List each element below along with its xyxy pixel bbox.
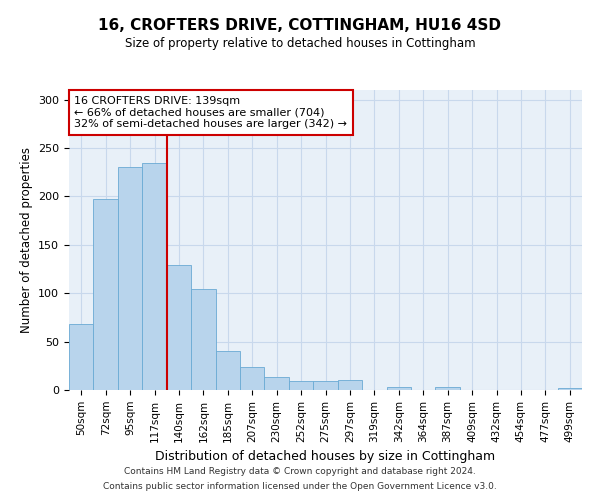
Bar [338,380,362,390]
Bar [191,290,215,390]
X-axis label: Distribution of detached houses by size in Cottingham: Distribution of detached houses by size … [155,450,496,463]
Bar [167,265,191,390]
Text: 16, CROFTERS DRIVE, COTTINGHAM, HU16 4SD: 16, CROFTERS DRIVE, COTTINGHAM, HU16 4SD [98,18,502,32]
Bar [240,367,265,390]
Bar [118,168,142,390]
Text: Contains HM Land Registry data © Crown copyright and database right 2024.: Contains HM Land Registry data © Crown c… [124,467,476,476]
Bar [386,387,411,390]
Text: 16 CROFTERS DRIVE: 139sqm
← 66% of detached houses are smaller (704)
32% of semi: 16 CROFTERS DRIVE: 139sqm ← 66% of detac… [74,96,347,129]
Bar [557,388,582,390]
Bar [215,352,240,390]
Y-axis label: Number of detached properties: Number of detached properties [20,147,32,333]
Bar [289,382,313,390]
Bar [94,200,118,390]
Bar [313,382,338,390]
Bar [69,324,94,390]
Text: Size of property relative to detached houses in Cottingham: Size of property relative to detached ho… [125,38,475,51]
Text: Contains public sector information licensed under the Open Government Licence v3: Contains public sector information licen… [103,482,497,491]
Bar [265,378,289,390]
Bar [142,162,167,390]
Bar [436,387,460,390]
